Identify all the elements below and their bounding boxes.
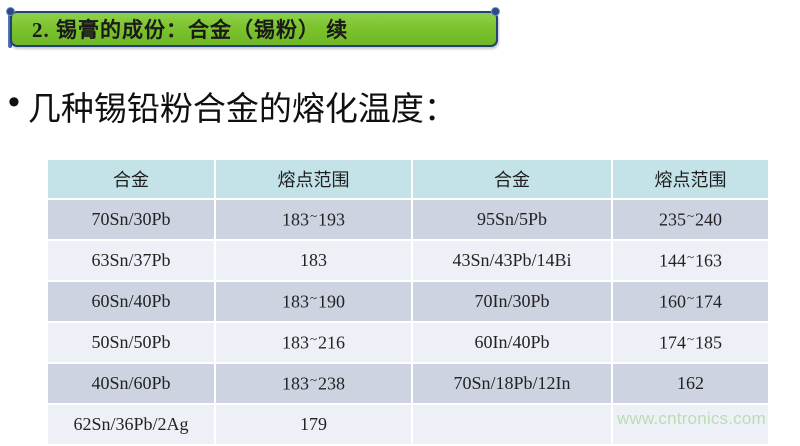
column-header-alloy-right: 合金 xyxy=(412,160,613,200)
cell-alloy-left: 50Sn/50Pb xyxy=(48,322,216,364)
section-heading: • 几种锡铅粉合金的熔化温度： xyxy=(8,82,457,130)
cell-alloy-left: 40Sn/60Pb xyxy=(48,363,216,405)
range-separator: ~ xyxy=(309,331,318,347)
cell-range-left: 183~238 xyxy=(215,363,413,405)
range-from: 183 xyxy=(281,209,309,230)
cell-range-left: 183~190 xyxy=(215,281,413,323)
range-value: 179 xyxy=(300,414,327,434)
cell-range-left: 179 xyxy=(215,404,413,446)
cell-alloy-left: 63Sn/37Pb xyxy=(48,240,216,282)
cell-alloy-left: 60Sn/40Pb xyxy=(48,281,216,323)
range-from: 144 xyxy=(658,250,686,271)
cell-range-right: 144~163 xyxy=(612,240,768,282)
range-separator: ~ xyxy=(309,290,318,306)
cell-alloy-right: 70Sn/18Pb/12In xyxy=(412,363,613,405)
cell-range-left: 183~193 xyxy=(215,199,413,241)
site-watermark: www.cntronics.com xyxy=(617,409,766,428)
cell-alloy-right: 95Sn/5Pb xyxy=(412,199,613,241)
range-value: 183 xyxy=(300,250,327,270)
table-row: 60Sn/40Pb 183~190 70In/30Pb 160~174 xyxy=(48,281,768,323)
range-separator: ~ xyxy=(686,208,695,224)
range-separator: ~ xyxy=(686,331,695,347)
range-from: 183 xyxy=(281,373,309,394)
cell-range-right: 174~185 xyxy=(612,322,768,364)
cell-range-left: 183~216 xyxy=(215,322,413,364)
range-to: 174 xyxy=(695,291,723,312)
range-from: 160 xyxy=(658,291,686,312)
range-to: 238 xyxy=(318,373,346,394)
range-from: 183 xyxy=(281,291,309,312)
range-to: 190 xyxy=(318,291,346,312)
banner-corner-nub-right xyxy=(491,7,500,16)
cell-range-left: 183 xyxy=(215,240,413,282)
range-separator: ~ xyxy=(309,208,318,224)
cell-alloy-left: 62Sn/36Pb/2Ag xyxy=(48,404,216,446)
range-separator: ~ xyxy=(686,249,695,265)
range-to: 240 xyxy=(695,209,723,230)
banner-corner-nub-left xyxy=(6,7,15,16)
slide-title-banner: 2. 锡膏的成份：合金（锡粉） 续 xyxy=(10,11,498,47)
cell-alloy-right xyxy=(412,404,613,446)
cell-alloy-left: 70Sn/30Pb xyxy=(48,199,216,241)
cell-alloy-right: 60In/40Pb xyxy=(412,322,613,364)
range-to: 193 xyxy=(318,209,346,230)
cell-alloy-right: 70In/30Pb xyxy=(412,281,613,323)
table-header-row: 合金 熔点范围 合金 熔点范围 xyxy=(48,160,768,200)
range-separator: ~ xyxy=(309,372,318,388)
table-body: 70Sn/30Pb 183~193 95Sn/5Pb 235~240 63Sn/37Pb… xyxy=(48,199,768,446)
bullet-icon: • xyxy=(8,83,20,121)
table-row: 40Sn/60Pb 183~238 70Sn/18Pb/12In 162 xyxy=(48,363,768,405)
column-header-alloy-left: 合金 xyxy=(48,160,216,200)
range-to: 163 xyxy=(695,250,723,271)
range-separator: ~ xyxy=(686,290,695,306)
cell-range-right: 160~174 xyxy=(612,281,768,323)
range-from: 174 xyxy=(658,332,686,353)
column-header-range-left: 熔点范围 xyxy=(215,160,413,200)
range-value: 162 xyxy=(677,373,704,393)
cell-alloy-right: 43Sn/43Pb/14Bi xyxy=(412,240,613,282)
alloy-melting-temperature-table: 合金 熔点范围 合金 熔点范围 70Sn/30Pb 183~193 95Sn/5Pb… xyxy=(48,160,768,446)
range-from: 235 xyxy=(658,209,686,230)
table-row: 63Sn/37Pb 183 43Sn/43Pb/14Bi 144~163 xyxy=(48,240,768,282)
range-to: 185 xyxy=(695,332,723,353)
range-from: 183 xyxy=(281,332,309,353)
column-header-range-right: 熔点范围 xyxy=(612,160,768,200)
slide-title-text: 2. 锡膏的成份：合金（锡粉） 续 xyxy=(32,18,349,42)
range-to: 216 xyxy=(318,332,346,353)
cell-range-right: 235~240 xyxy=(612,199,768,241)
table-row: 70Sn/30Pb 183~193 95Sn/5Pb 235~240 xyxy=(48,199,768,241)
section-heading-text: 几种锡铅粉合金的熔化温度： xyxy=(27,89,457,128)
table-row: 50Sn/50Pb 183~216 60In/40Pb 174~185 xyxy=(48,322,768,364)
cell-range-right: 162 xyxy=(612,363,768,405)
